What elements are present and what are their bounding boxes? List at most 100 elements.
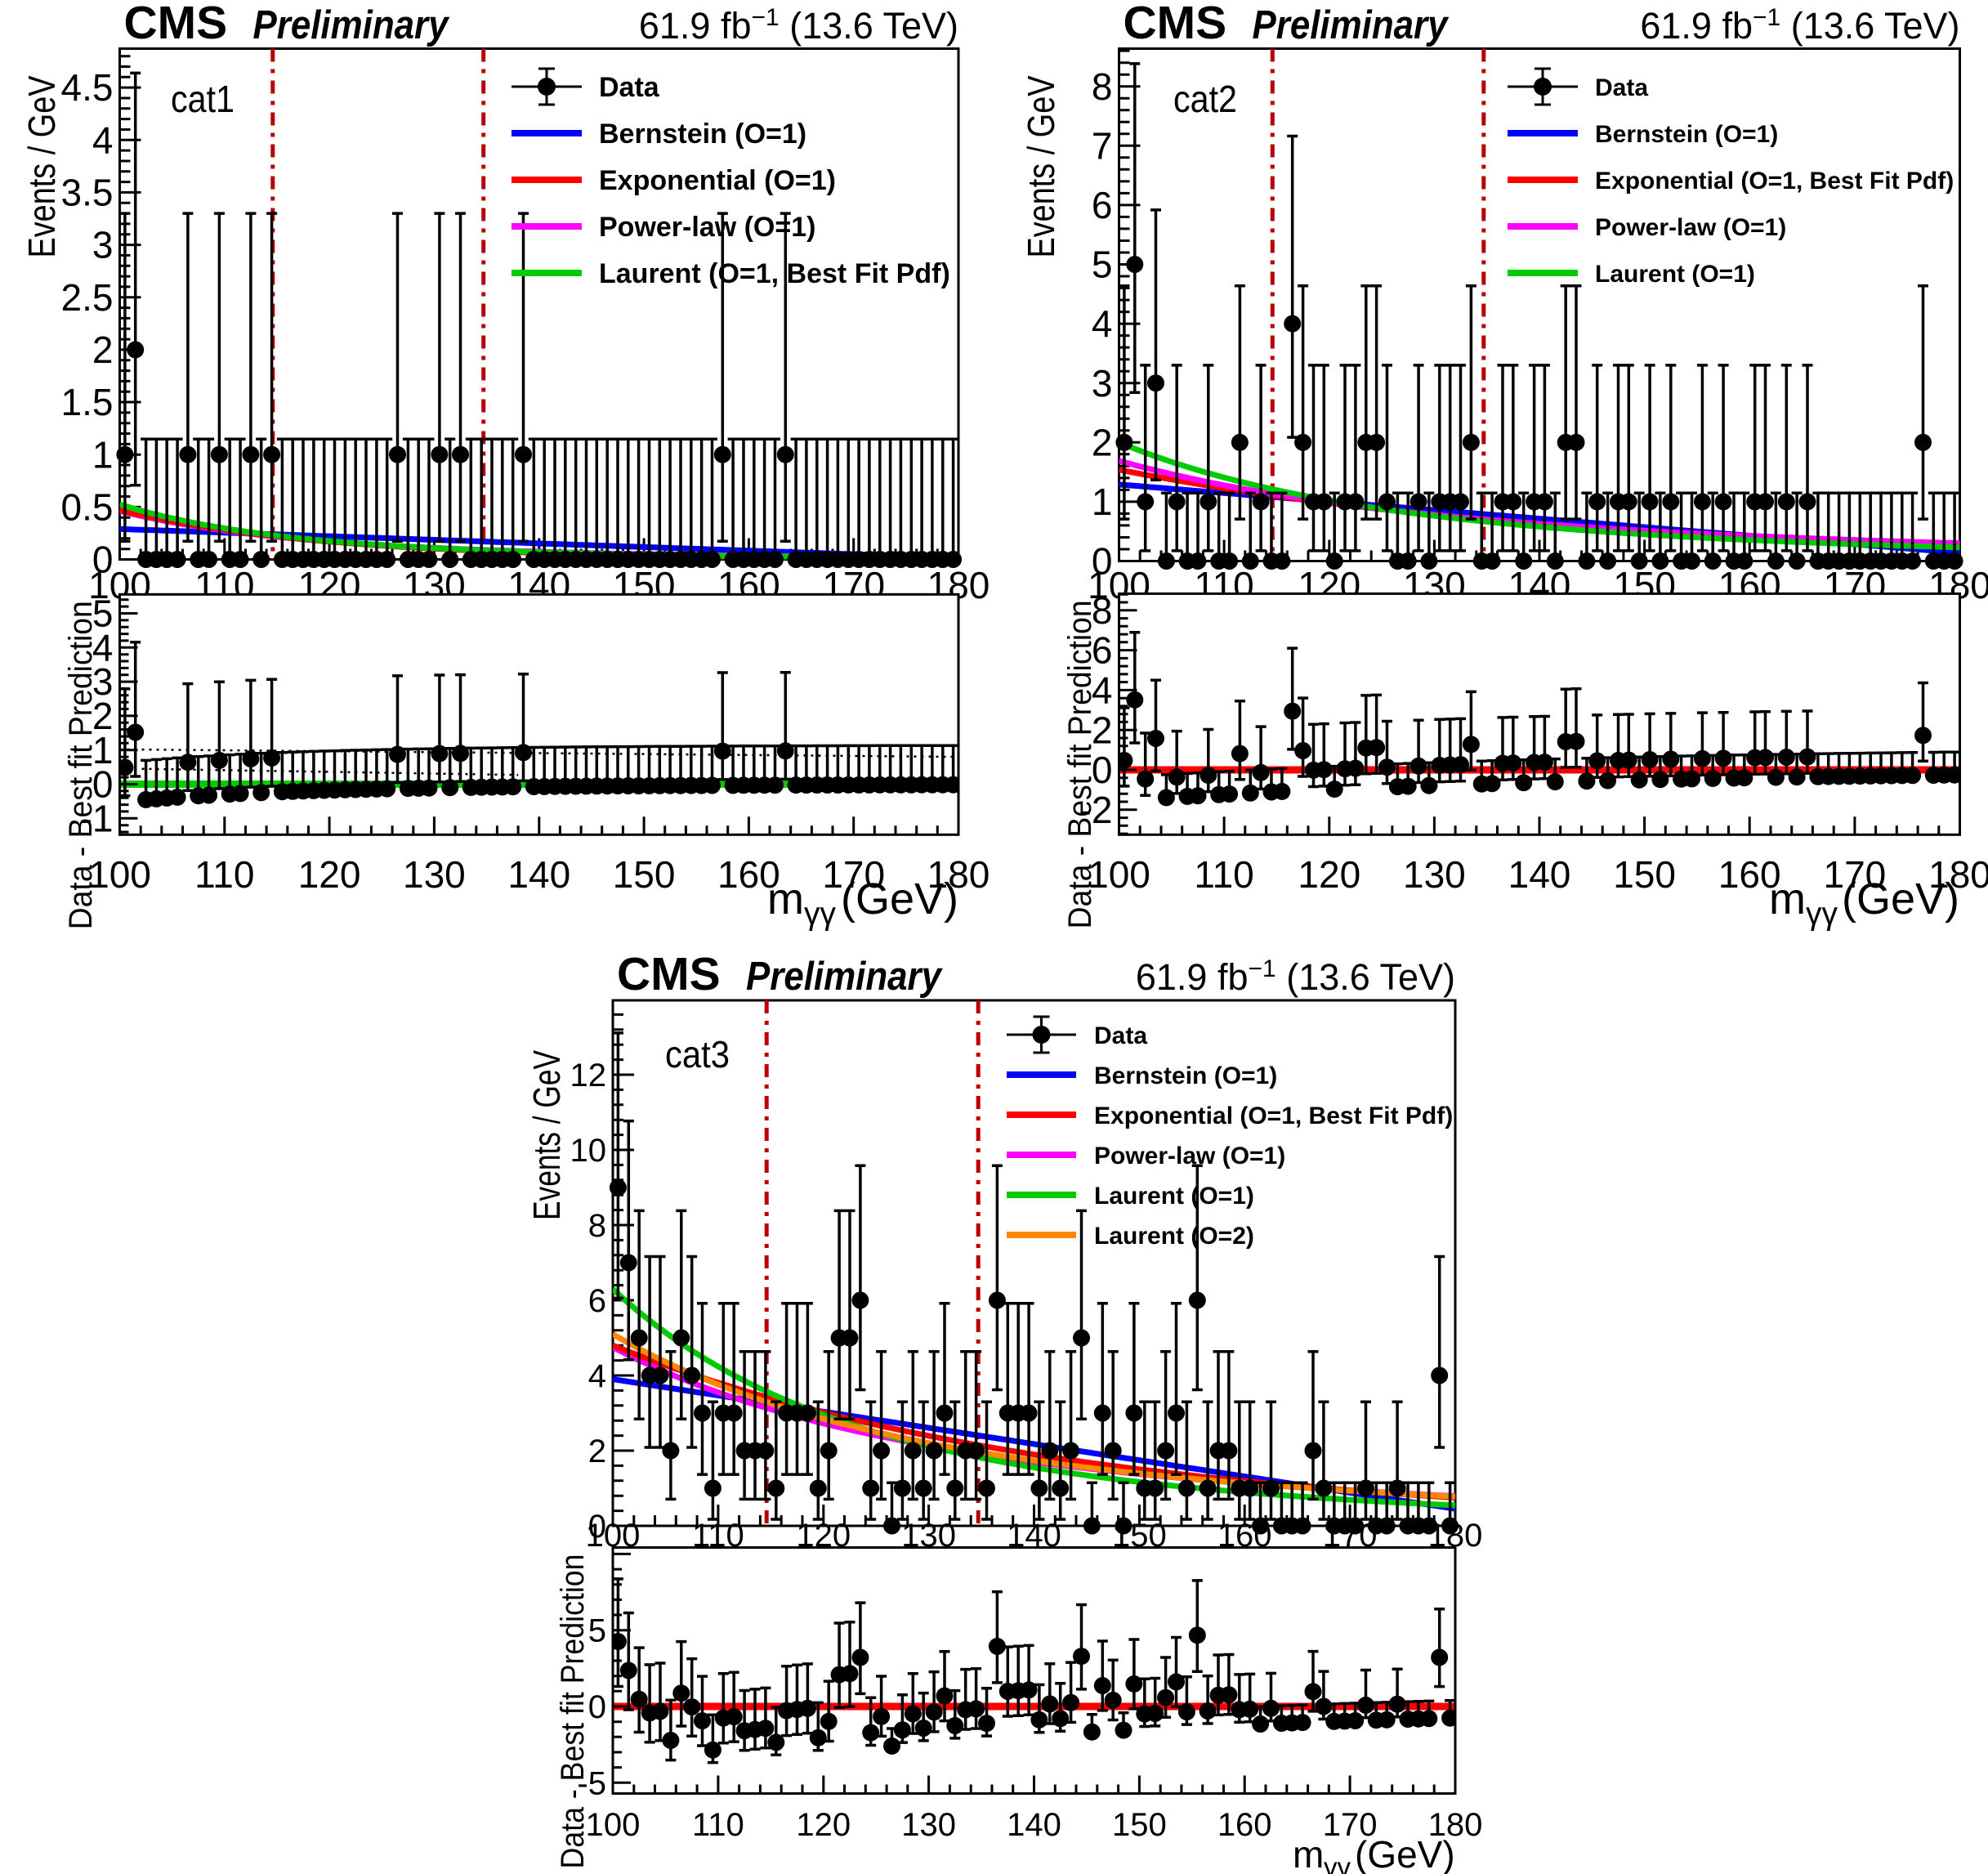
svg-text:6: 6 (1092, 629, 1113, 672)
svg-text:2: 2 (1092, 709, 1113, 751)
svg-text:140: 140 (1508, 853, 1571, 896)
svg-text:Events / GeV: Events / GeV (525, 1050, 568, 1220)
svg-text:100: 100 (1088, 853, 1150, 896)
svg-text:150: 150 (1112, 1807, 1167, 1843)
svg-text:0: 0 (588, 1509, 606, 1545)
svg-text:Data: Data (1094, 1022, 1147, 1049)
svg-text:-1: -1 (80, 797, 114, 839)
svg-text:Data - Best fit Prediction: Data - Best fit Prediction (63, 601, 99, 929)
svg-text:4: 4 (92, 626, 114, 669)
svg-text:0: 0 (1092, 540, 1113, 583)
svg-text:CMS: CMS (617, 948, 721, 1000)
svg-text:110: 110 (194, 853, 254, 896)
svg-text:CMS: CMS (1124, 0, 1227, 49)
svg-text:2: 2 (1092, 421, 1113, 463)
svg-text:180: 180 (1928, 853, 1988, 896)
svg-text:140: 140 (507, 853, 570, 896)
svg-text:100: 100 (88, 853, 151, 896)
svg-text:140: 140 (1007, 1807, 1061, 1843)
svg-text:Preliminary: Preliminary (1253, 3, 1450, 47)
svg-text:cat3: cat3 (665, 1033, 730, 1076)
svg-text:7: 7 (1092, 124, 1113, 167)
svg-text:0.5: 0.5 (61, 486, 114, 529)
svg-text:Power-law (O=1): Power-law (O=1) (599, 212, 815, 243)
svg-text:m: m (767, 874, 804, 924)
svg-text:180: 180 (927, 853, 990, 896)
svg-text:10: 10 (570, 1133, 607, 1169)
svg-text:2.5: 2.5 (61, 276, 114, 319)
svg-text:5: 5 (92, 593, 114, 635)
svg-text:5: 5 (588, 1613, 606, 1649)
svg-text:170: 170 (1323, 1807, 1378, 1843)
svg-text:Bernstein (O=1): Bernstein (O=1) (1595, 121, 1778, 148)
svg-text:8: 8 (1092, 589, 1113, 632)
svg-text:170: 170 (822, 853, 885, 896)
svg-text:(GeV): (GeV) (841, 874, 958, 924)
svg-text:3.5: 3.5 (61, 172, 114, 214)
svg-text:61.9 fb−1 (13.6 TeV): 61.9 fb−1 (13.6 TeV) (1640, 4, 1959, 47)
svg-text:2: 2 (588, 1433, 606, 1469)
svg-text:-5: -5 (577, 1765, 606, 1801)
svg-text:120: 120 (1298, 853, 1360, 896)
svg-text:6: 6 (588, 1283, 606, 1319)
svg-text:2: 2 (92, 695, 114, 737)
svg-text:6: 6 (1092, 184, 1113, 226)
svg-text:Power-law (O=1): Power-law (O=1) (1595, 214, 1786, 241)
svg-text:5: 5 (1092, 244, 1113, 286)
svg-text:3: 3 (92, 660, 114, 703)
svg-text:2: 2 (92, 329, 114, 371)
svg-text:12: 12 (570, 1058, 607, 1094)
svg-text:130: 130 (1403, 853, 1466, 896)
svg-text:110: 110 (692, 1807, 744, 1843)
svg-text:cat1: cat1 (171, 78, 235, 120)
svg-text:Events / GeV: Events / GeV (1020, 75, 1062, 257)
svg-text:γγ: γγ (804, 897, 837, 932)
svg-text:8: 8 (588, 1208, 606, 1244)
svg-text:0: 0 (1092, 749, 1113, 791)
svg-text:Preliminary: Preliminary (253, 3, 450, 47)
svg-text:1: 1 (92, 433, 114, 476)
svg-text:Laurent (O=1): Laurent (O=1) (1094, 1183, 1254, 1210)
svg-text:160: 160 (1217, 1807, 1272, 1843)
svg-text:130: 130 (901, 1807, 956, 1843)
svg-text:Data - Best fit Prediction: Data - Best fit Prediction (555, 1554, 591, 1869)
svg-text:1: 1 (1092, 481, 1113, 523)
svg-text:Power-law (O=1): Power-law (O=1) (1094, 1143, 1285, 1170)
svg-text:0: 0 (92, 539, 114, 581)
svg-text:0: 0 (92, 763, 114, 806)
svg-text:m: m (1769, 874, 1806, 924)
svg-text:Events / GeV: Events / GeV (20, 75, 63, 257)
svg-text:4: 4 (1092, 302, 1113, 345)
svg-text:(GeV): (GeV) (1355, 1833, 1455, 1874)
svg-text:3: 3 (1092, 362, 1113, 405)
svg-text:150: 150 (1613, 853, 1676, 896)
svg-text:1: 1 (92, 729, 114, 772)
svg-text:4: 4 (1092, 669, 1113, 712)
svg-text:γγ: γγ (1806, 897, 1838, 932)
svg-text:3: 3 (92, 224, 114, 266)
svg-text:Bernstein (O=1): Bernstein (O=1) (1094, 1062, 1277, 1089)
svg-text:(GeV): (GeV) (1842, 874, 1959, 924)
svg-text:cat2: cat2 (1173, 78, 1237, 120)
svg-text:Laurent (O=1): Laurent (O=1) (1595, 261, 1755, 288)
svg-text:4: 4 (588, 1358, 606, 1394)
svg-text:180: 180 (1428, 1807, 1483, 1843)
svg-text:160: 160 (717, 853, 780, 896)
svg-text:100: 100 (586, 1807, 641, 1843)
svg-text:8: 8 (1092, 65, 1113, 108)
svg-text:Exponential (O=1, Best Fit Pdf: Exponential (O=1, Best Fit Pdf) (1094, 1102, 1453, 1129)
svg-text:Data: Data (599, 72, 660, 103)
svg-text:110: 110 (1194, 853, 1253, 896)
svg-text:160: 160 (1718, 853, 1781, 896)
svg-text:Exponential (O=1, Best Fit Pdf: Exponential (O=1, Best Fit Pdf) (1595, 168, 1954, 195)
svg-text:61.9 fb−1 (13.6 TeV): 61.9 fb−1 (13.6 TeV) (1136, 955, 1455, 999)
svg-text:Exponential (O=1): Exponential (O=1) (599, 165, 836, 196)
svg-text:150: 150 (613, 853, 676, 896)
svg-text:4: 4 (92, 119, 114, 161)
svg-text:0: 0 (588, 1689, 606, 1725)
svg-text:Laurent (O=2): Laurent (O=2) (1094, 1223, 1254, 1250)
svg-text:170: 170 (1824, 853, 1887, 896)
svg-text:γγ: γγ (1324, 1852, 1351, 1874)
svg-text:120: 120 (298, 853, 361, 896)
svg-text:130: 130 (403, 853, 466, 896)
